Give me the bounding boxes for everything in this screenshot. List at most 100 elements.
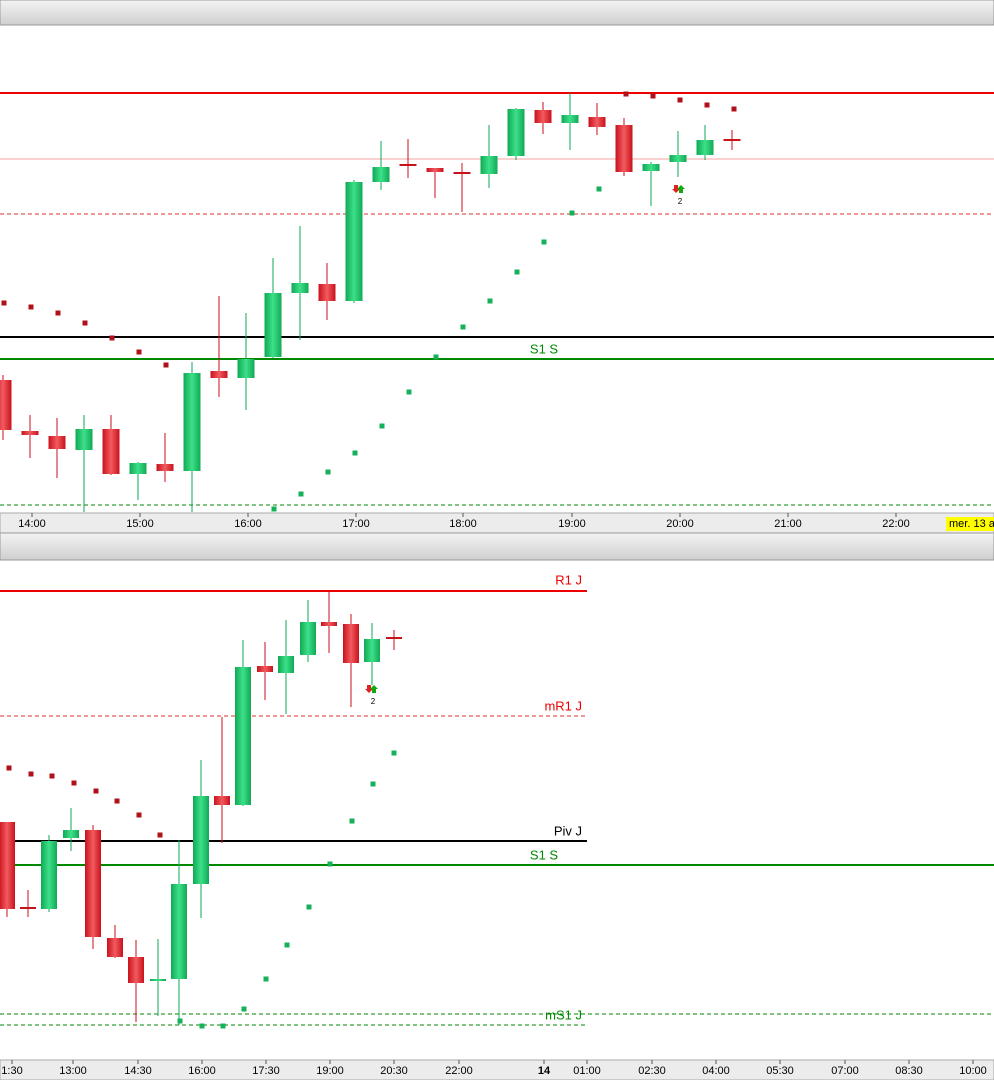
sar-dot [220, 1023, 226, 1029]
candle-body [107, 938, 123, 957]
sar-dot [157, 832, 163, 838]
candle-body [214, 796, 230, 805]
candle-body [75, 429, 93, 450]
sar-dot [199, 1023, 205, 1029]
axis-label: 22:00 [445, 1065, 473, 1077]
candle-body [507, 109, 525, 156]
sar-dot [514, 269, 520, 275]
signal-down [365, 685, 373, 693]
axis-label: 18:00 [449, 518, 477, 530]
axis-label: 14 [538, 1065, 551, 1077]
date-tag [946, 517, 994, 531]
level-label: S1 S [530, 847, 559, 862]
sar-dot [460, 324, 466, 330]
candle-body [696, 140, 714, 155]
sar-dot [677, 97, 683, 103]
candle-body [85, 830, 101, 937]
sar-dot [93, 788, 99, 794]
axis-label: 16:00 [188, 1065, 216, 1077]
sar-dot [114, 798, 120, 804]
sar-dot [391, 750, 397, 756]
sar-dot [349, 818, 355, 824]
sar-dot [433, 354, 439, 360]
signal-down [672, 185, 680, 193]
sar-dot [177, 1018, 183, 1024]
axis-label: 17:30 [252, 1065, 280, 1077]
sar-dot [136, 812, 142, 818]
sar-dot [298, 491, 304, 497]
candle-body [615, 125, 633, 172]
candle-body [237, 359, 255, 378]
candle-body [129, 463, 147, 474]
axis-label: 20:00 [666, 518, 694, 530]
candle-body [321, 622, 337, 626]
signal-up [677, 185, 685, 193]
sar-dot [109, 335, 115, 341]
candle-body [278, 656, 294, 673]
axis-label: 10:00 [959, 1065, 987, 1077]
level-label: S1 S [530, 341, 559, 356]
sar-dot [271, 506, 277, 512]
axis-label: 16:00 [234, 518, 262, 530]
axis-label: 1:30 [1, 1065, 22, 1077]
axis-label: 19:00 [316, 1065, 344, 1077]
candle-body [102, 429, 120, 474]
level-label: R1 J [555, 572, 582, 587]
signal-up [370, 685, 378, 693]
sar-dot [28, 304, 34, 310]
candle-body [150, 979, 166, 981]
candle-body [210, 371, 228, 378]
sar-dot [370, 781, 376, 787]
candle-body [372, 167, 390, 182]
candle-body [480, 156, 498, 174]
candle-body [48, 436, 66, 449]
axis-label: 15:00 [126, 518, 154, 530]
sar-dot [82, 320, 88, 326]
sar-dot [379, 423, 385, 429]
signal-count: 2 [371, 697, 376, 706]
sar-dot [541, 239, 547, 245]
sar-dot [71, 780, 77, 786]
sar-dot [55, 310, 61, 316]
time-axis [0, 1059, 994, 1080]
candle-body [343, 624, 359, 663]
candle-body [534, 110, 552, 123]
candle-body [291, 283, 309, 293]
candle-body [171, 884, 187, 979]
panel-header [0, 532, 994, 561]
candle-body [128, 957, 144, 983]
axis-label: 04:00 [702, 1065, 730, 1077]
candle-body [193, 796, 209, 884]
candle-body [561, 115, 579, 123]
axis-label: 17:00 [342, 518, 370, 530]
signal-count: 2 [678, 197, 683, 206]
candle-body [364, 639, 380, 662]
sar-dot [28, 771, 34, 777]
candle-body [183, 373, 201, 471]
candle-body [669, 155, 687, 162]
sar-dot [731, 106, 737, 112]
level-label: mS1 J [545, 1007, 582, 1022]
panel-header [0, 0, 994, 26]
candle-body [345, 182, 363, 301]
candle-body [426, 168, 444, 172]
sar-dot [6, 765, 12, 771]
sar-dot [327, 861, 333, 867]
axis-label: 14:30 [124, 1065, 152, 1077]
candle-body [0, 380, 12, 430]
sar-dot [1, 300, 7, 306]
sar-dot [263, 976, 269, 982]
sar-dot [569, 210, 575, 216]
sar-dot [596, 186, 602, 192]
sar-dot [163, 362, 169, 368]
date-tag-text: mer. 13 av [949, 518, 994, 530]
candle-body [318, 284, 336, 301]
sar-dot [241, 1006, 247, 1012]
sar-dot [325, 469, 331, 475]
level-label: mR1 J [544, 698, 582, 713]
axis-label: 13:00 [59, 1065, 87, 1077]
sar-dot [306, 904, 312, 910]
sar-dot [136, 349, 142, 355]
axis-label: 01:00 [573, 1065, 601, 1077]
